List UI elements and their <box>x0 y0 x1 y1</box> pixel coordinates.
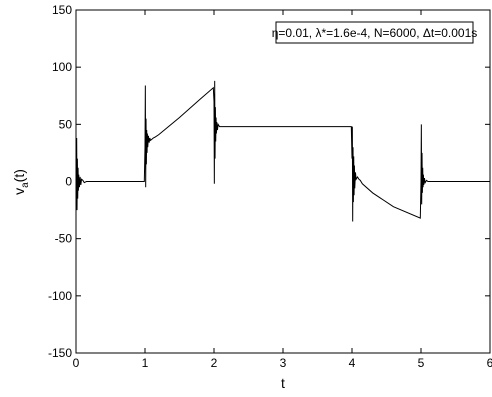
legend-box-text: η=0.01, λ*=1.6e-4, N=6000, Δt=0.001s <box>272 26 478 40</box>
y-axis-label-tail: (t) <box>11 169 27 182</box>
y-tick-label: -100 <box>48 289 72 303</box>
y-tick-label: 100 <box>52 60 72 74</box>
x-tick-label: 0 <box>73 356 80 370</box>
y-axis-label-subscript: a <box>20 182 31 188</box>
x-tick-label: 3 <box>280 356 287 370</box>
y-tick-label: 50 <box>59 117 73 131</box>
y-tick-label: 150 <box>52 3 72 17</box>
legend-box: η=0.01, λ*=1.6e-4, N=6000, Δt=0.001s <box>272 21 478 44</box>
x-tick-label: 1 <box>142 356 149 370</box>
y-axis-label-main: v <box>11 188 27 195</box>
y-tick-label: -50 <box>55 232 73 246</box>
legend-box-border <box>275 21 474 44</box>
y-tick-label: -150 <box>48 346 72 360</box>
plot-frame <box>75 9 491 354</box>
x-axis-label: t <box>281 375 285 391</box>
y-tick-label: 0 <box>65 175 72 189</box>
svg-text:va(t): va(t) <box>11 169 31 195</box>
x-tick-label: 5 <box>418 356 425 370</box>
y-axis-label: va(t) <box>11 169 31 195</box>
x-tick-label: 4 <box>349 356 356 370</box>
x-tick-label: 2 <box>211 356 218 370</box>
ticks-layer: 0 1 2 3 4 5 6 150 100 50 0 -50 -100 -150 <box>48 3 492 370</box>
x-tick-label: 6 <box>487 356 492 370</box>
series-line <box>75 80 490 222</box>
series-layer <box>75 80 490 222</box>
